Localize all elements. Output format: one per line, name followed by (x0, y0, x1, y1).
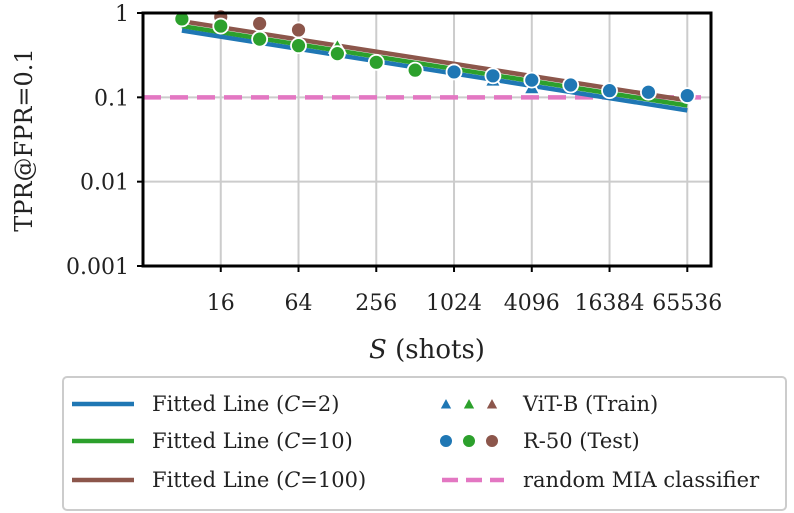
plot-frame (141, 11, 713, 268)
fitted-lines (143, 18, 711, 113)
marker-r50-c10 (212, 17, 230, 35)
legend-label-c2: Fitted Line (C=2) (152, 392, 339, 416)
marker-r50-c2 (445, 63, 463, 81)
y-tick-label: 0.01 (80, 171, 129, 196)
legend-r50-circle-green (462, 434, 476, 448)
legend-r50-circle-brown (485, 434, 499, 448)
marker-r50-c10 (290, 37, 307, 55)
legend-handle-r50 (439, 434, 499, 448)
legend-label-random: random MIA classifier (523, 468, 760, 492)
y-axis-label: TPR@FPR=0.1 (10, 48, 38, 231)
marker-r50-c100 (290, 21, 307, 39)
marker-r50-c10 (173, 10, 191, 28)
x-axis-label-var: S (369, 335, 387, 365)
x-tick-label: 16384 (575, 291, 645, 316)
marker-r50-c2 (601, 82, 618, 100)
y-tick-label: 0.1 (94, 86, 129, 111)
data-markers (173, 8, 696, 104)
legend-label-c100: Fitted Line (C=100) (152, 468, 366, 492)
marker-r50-c2 (678, 87, 696, 104)
legend-label-r50: R-50 (Test) (523, 429, 640, 453)
x-tick-label: 256 (355, 291, 397, 316)
marker-r50-c2 (640, 83, 657, 101)
legend-label-c10: Fitted Line (C=10) (152, 429, 353, 453)
y-tick-label: 1 (115, 2, 129, 27)
marker-r50-c2 (562, 76, 580, 94)
legend-frame (62, 376, 787, 511)
marker-r50-c100 (251, 15, 269, 32)
legend-vit-triangle-brown (485, 396, 499, 410)
x-axis-label: S (shots) (369, 335, 485, 365)
marker-r50-c2 (484, 67, 502, 85)
legend-vit-triangle-blue (439, 396, 453, 410)
marker-r50-c10 (367, 53, 385, 71)
legend-handle-vit (439, 396, 499, 410)
marker-r50-c10 (406, 61, 424, 79)
axis-ticks: 16 64 256 1024 4096 16384 65536 0.001 0.01 0.1 1 (66, 2, 722, 316)
marker-r50-c10 (251, 30, 269, 48)
x-tick-label: 65536 (652, 291, 722, 316)
legend-r50-circle-blue (439, 434, 453, 448)
x-tick-label: 4096 (504, 291, 560, 316)
x-tick-label: 16 (207, 291, 235, 316)
y-tick-label: 0.001 (66, 255, 129, 280)
marker-r50-c2 (523, 71, 541, 89)
marker-r50-c10 (328, 45, 346, 63)
legend: Fitted Line (C=2) Fitted Line (C=10) Fit… (62, 376, 787, 511)
legend-vit-triangle-green (462, 396, 476, 410)
grid (143, 12, 711, 267)
x-tick-label: 64 (285, 291, 313, 316)
x-tick-label: 1024 (426, 291, 482, 316)
legend-label-vit: ViT-B (Train) (522, 392, 658, 416)
x-axis-label-rest: (shots) (387, 335, 485, 365)
